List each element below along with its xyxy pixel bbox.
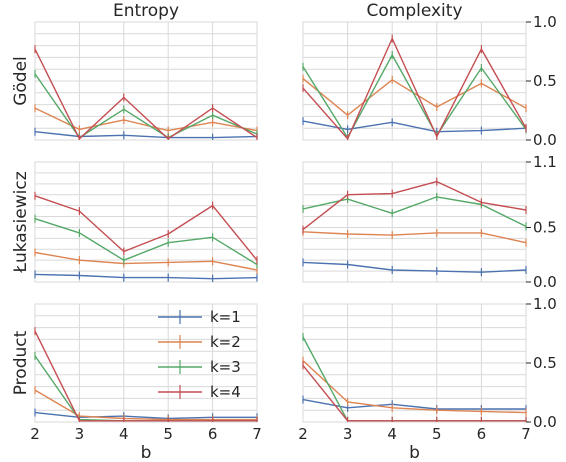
y-tick-label-0-1: 0.5 (533, 72, 557, 90)
legend-label-k1: k=1 (210, 308, 241, 326)
x-tick-label-0-2: 4 (119, 425, 129, 443)
column-title-0: Entropy (113, 1, 179, 21)
x-tick-label-1-2: 4 (387, 425, 397, 443)
series-line-0-0-k4 (34, 48, 258, 140)
row-label-1: Łukasiewicz (11, 171, 31, 273)
series-line-2-0-k1 (34, 411, 257, 420)
series-line-2-1-k2 (302, 360, 527, 414)
series-line-2-1-k4 (302, 364, 526, 422)
series-line-0-1-k2 (302, 78, 527, 116)
x-tick-label-1-1: 3 (343, 425, 353, 443)
x-tick-label-0-3: 5 (163, 425, 173, 443)
series-line-1-0-k3 (34, 218, 258, 266)
x-axis-label-0: b (141, 443, 152, 462)
x-tick-label-1-4: 6 (477, 425, 487, 443)
series-line-2-0-k2 (34, 389, 257, 421)
series-line-1-0-k2 (34, 251, 258, 271)
y-tick-label-1-2: 1.1 (533, 153, 557, 171)
x-tick-label-0-4: 6 (208, 425, 218, 443)
series-line-1-1-k2 (302, 231, 527, 244)
row-label-0: Gödel (11, 56, 31, 106)
y-tick-label-2-1: 0.5 (533, 354, 557, 372)
series-line-1-0-k4 (34, 195, 258, 261)
y-tick-label-0-0: 0.0 (533, 131, 557, 149)
series-line-0-1-k4 (302, 37, 527, 140)
x-axis-label-1: b (409, 443, 420, 462)
legend-label-k3: k=3 (210, 358, 241, 376)
legend-label-k4: k=4 (210, 383, 241, 401)
x-tick-label-1-0: 2 (298, 425, 308, 443)
legend-label-k2: k=2 (210, 333, 241, 351)
y-tick-label-1-1: 0.5 (533, 218, 557, 236)
series-line-1-0-k1 (34, 273, 258, 280)
column-title-1: Complexity (366, 1, 462, 21)
series-line-0-0-k1 (34, 131, 258, 139)
x-tick-label-0-0: 2 (30, 425, 40, 443)
y-tick-label-2-0: 0.0 (533, 413, 557, 431)
series-line-1-1-k4 (302, 180, 527, 231)
row-label-2: Product (11, 330, 31, 395)
y-tick-label-2-2: 1.0 (533, 295, 557, 313)
series-line-0-1-k3 (302, 54, 527, 139)
series-line-0-0-k3 (34, 73, 258, 139)
series-line-1-1-k1 (302, 261, 527, 273)
x-tick-label-1-5: 7 (521, 425, 531, 443)
y-tick-label-1-0: 0.0 (533, 273, 557, 291)
x-tick-label-1-3: 5 (432, 425, 442, 443)
series-line-2-0-k4 (34, 330, 257, 422)
series-line-0-1-k1 (302, 120, 527, 133)
x-tick-label-0-1: 3 (75, 425, 85, 443)
x-tick-label-0-5: 7 (252, 425, 262, 443)
y-tick-label-0-2: 1.0 (533, 13, 557, 31)
